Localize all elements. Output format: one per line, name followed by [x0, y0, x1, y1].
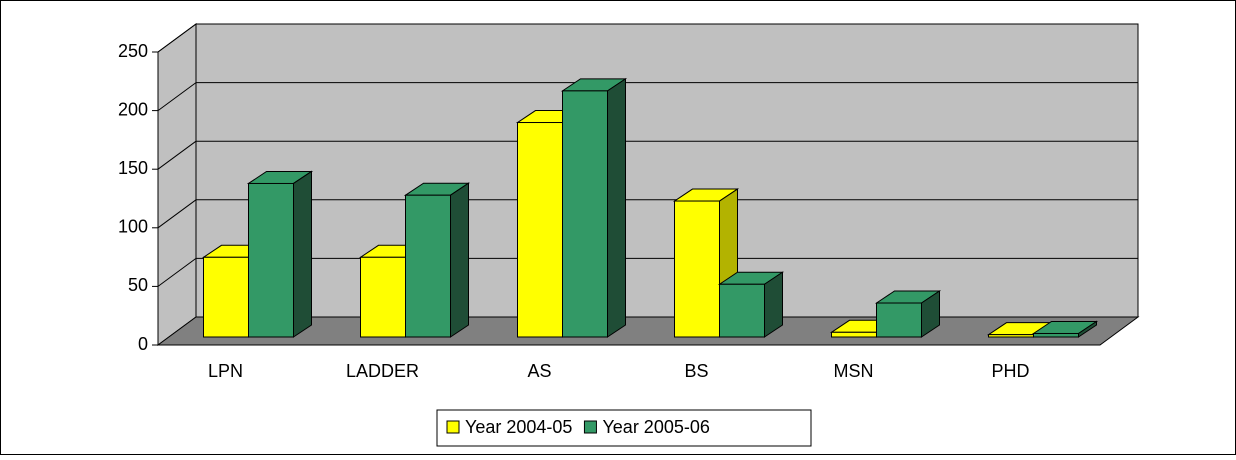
x-tick-label: PHD [991, 361, 1029, 381]
x-tick-label: AS [527, 361, 551, 381]
x-tick-label: LPN [208, 361, 243, 381]
y-tick-label: 50 [128, 275, 148, 295]
y-tick-label: 0 [138, 334, 148, 354]
bar [1031, 320, 1099, 338]
bar-side [607, 77, 626, 338]
grid-line [157, 140, 197, 170]
legend-label: Year 2004-05 [465, 417, 572, 437]
bar-front [405, 194, 451, 338]
bar-front [360, 256, 406, 338]
bar-front [517, 122, 563, 338]
legend-label: Year 2005-06 [602, 417, 709, 437]
legend-swatch [446, 420, 460, 434]
bar-side [764, 271, 783, 338]
grid-line [157, 257, 197, 287]
y-tick-label: 250 [118, 41, 148, 61]
bar [403, 182, 471, 338]
bar-front [203, 256, 249, 338]
bar-front [719, 283, 765, 338]
bar-side [450, 182, 469, 338]
y-tick-label: 150 [118, 158, 148, 178]
grid-line [157, 23, 197, 53]
y-tick-label: 100 [118, 217, 148, 237]
bar-front [248, 182, 294, 338]
bar-front [831, 331, 877, 338]
bar-side [293, 170, 312, 338]
bar-front [562, 90, 608, 338]
bar [717, 271, 785, 338]
side-wall [157, 23, 197, 346]
y-tick-label: 200 [118, 99, 148, 119]
bar [874, 290, 942, 338]
bar [560, 77, 628, 338]
grid-line [157, 199, 197, 229]
legend-swatch [583, 420, 597, 434]
legend [436, 409, 812, 447]
back-wall [195, 23, 1139, 318]
bar-front [1033, 332, 1079, 338]
bar-front [674, 200, 720, 338]
bar-front [988, 334, 1034, 338]
grid-line [157, 82, 197, 112]
bar-front [876, 302, 922, 338]
bar [246, 170, 314, 338]
x-tick-label: LADDER [346, 361, 419, 381]
x-tick-label: BS [684, 361, 708, 381]
x-tick-label: MSN [834, 361, 874, 381]
